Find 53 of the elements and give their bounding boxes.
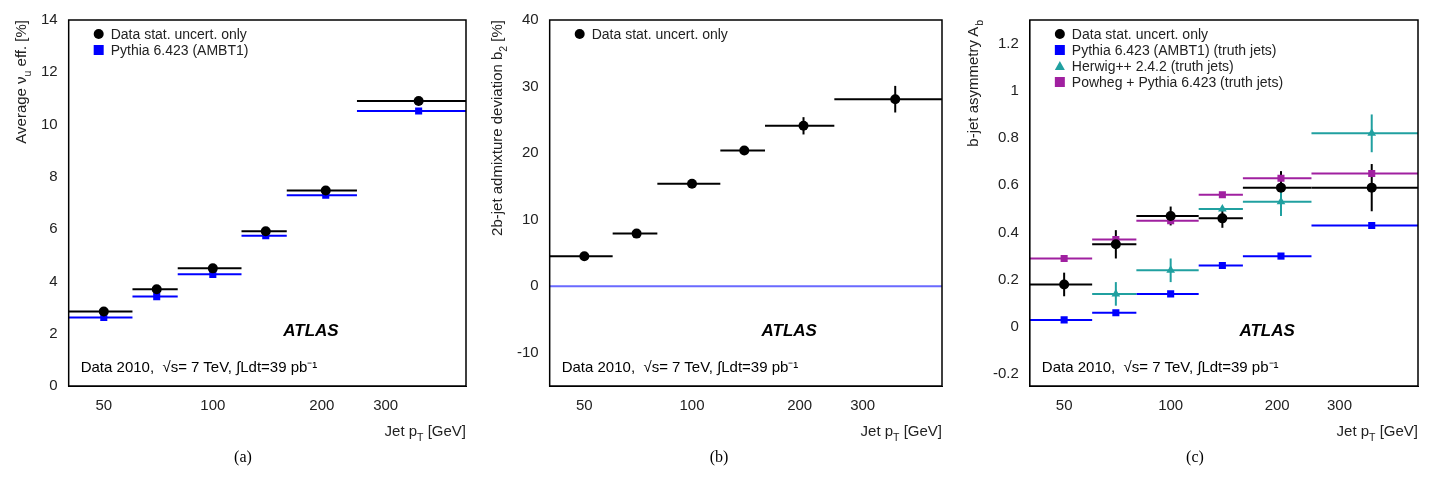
- x-tick-label: 300: [850, 396, 876, 414]
- legend-label: Data stat. uncert. only: [110, 26, 247, 42]
- y-tick-label: 6: [49, 219, 58, 237]
- y-tick-label: 14: [41, 10, 58, 28]
- legend-label: Powheg + Pythia 6.423 (truth jets): [1071, 74, 1284, 90]
- y-tick-label: 0.2: [997, 269, 1019, 287]
- y-tick-label: 10: [521, 209, 539, 227]
- y-tick-label: 2: [49, 323, 58, 341]
- y-tick-label: 12: [41, 62, 58, 80]
- y-tick-label: 8: [49, 167, 58, 184]
- x-tick-label: 50: [1055, 396, 1073, 414]
- legend-label: Data stat. uncert. only: [1071, 26, 1209, 42]
- x-tick-label: 100: [679, 396, 705, 414]
- x-tick-label: 300: [373, 396, 399, 414]
- legend-label: Data stat. uncert. only: [591, 26, 728, 42]
- y-tick-label: 1.2: [997, 33, 1019, 51]
- y-tick-label: 40: [521, 10, 539, 28]
- y-tick-label: 4: [49, 271, 58, 289]
- y-tick-label: 30: [521, 76, 539, 94]
- x-tick-label: 100: [200, 396, 226, 414]
- annotation: Data 2010, √s= 7 TeV, ∫Ldt=39 pb⁻¹: [80, 358, 318, 376]
- annotation: Data 2010, √s= 7 TeV, ∫Ldt=39 pb⁻¹: [561, 358, 799, 376]
- annotation: Data 2010, √s= 7 TeV, ∫Ldt=39 pb⁻¹: [1041, 358, 1279, 376]
- y-tick-label: 0: [1010, 317, 1019, 335]
- x-tick-label: 50: [95, 396, 113, 414]
- y-tick-label: 1: [1010, 80, 1019, 98]
- text: (c): [1186, 448, 1204, 466]
- y-axis-title: b-jet asymmetry Ab: [964, 19, 985, 147]
- x-tick-label: 50: [576, 396, 593, 414]
- x-tick-label: 200: [787, 396, 813, 414]
- annotation: ATLAS: [282, 321, 340, 340]
- annotation: ATLAS: [1238, 321, 1296, 340]
- y-tick-label: 10: [41, 114, 58, 132]
- text: (b): [709, 448, 729, 466]
- y-axis-title: 2b-jet admixture deviation b2 [%]: [488, 20, 509, 236]
- x-tick-label: 200: [1264, 396, 1290, 414]
- x-tick-label: 200: [309, 396, 335, 414]
- x-tick-label: 300: [1326, 396, 1353, 414]
- y-tick-label: 0.6: [997, 175, 1019, 193]
- y-tick-label: 0.4: [997, 222, 1019, 240]
- legend-label: Pythia 6.423 (AMBT1) (truth jets): [1071, 42, 1277, 58]
- y-tick-label: 0: [49, 376, 58, 394]
- annotation: ATLAS: [760, 321, 818, 340]
- y-tick-label: 20: [521, 143, 539, 161]
- y-axis-title: Average νu eff. [%]: [12, 19, 33, 144]
- y-tick-label: 0.8: [997, 128, 1019, 146]
- y-tick-label: -10: [516, 342, 539, 360]
- legend-label: Pythia 6.423 (AMBT1): [110, 42, 249, 58]
- y-tick-label: 0: [530, 276, 539, 294]
- y-tick-label: -0.2: [992, 364, 1019, 382]
- legend-label: Herwig++ 2.4.2 (truth jets): [1071, 58, 1234, 74]
- text: (a): [234, 448, 252, 466]
- x-tick-label: 100: [1158, 396, 1184, 414]
